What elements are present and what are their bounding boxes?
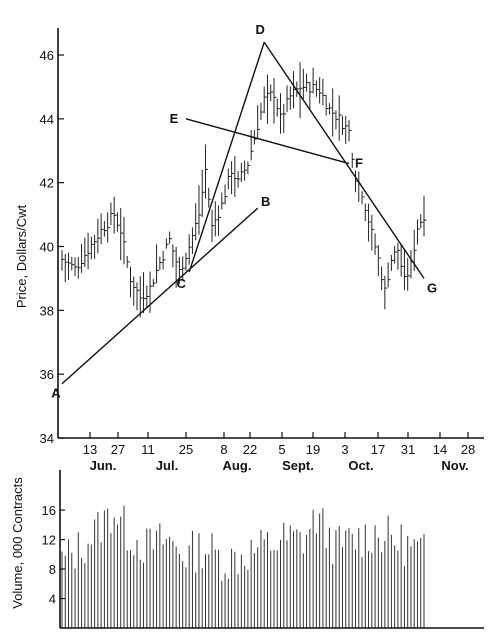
price-x-tick-label: 25: [179, 442, 193, 457]
price-axes: 34 36 38 40 42 44 46 13 27 11 25 8 22 5 19 3 17 31 14 28 Jun…: [14, 28, 484, 473]
price-x-tick-label: 14: [433, 442, 447, 457]
trend-line-DG: [263, 41, 425, 279]
point-labels: A B C D E F G: [51, 22, 437, 401]
price-x-tick-label: 11: [141, 442, 155, 457]
volume-y-tick-label: 16: [42, 503, 56, 518]
price-x-month-label: Aug.: [223, 458, 252, 473]
price-x-tick-label: 28: [461, 442, 475, 457]
volume-y-tick-label: 4: [49, 592, 56, 607]
volume-y-tick-label: 8: [49, 562, 56, 577]
point-label-D: D: [256, 22, 265, 37]
price-x-month-label: Oct.: [348, 458, 373, 473]
price-x-tick-label: 5: [278, 442, 285, 457]
price-bars: [61, 62, 427, 318]
price-y-axis-label: Price, Dollars/Cwt: [14, 204, 29, 308]
volume-y-tick-label: 12: [42, 533, 56, 548]
point-label-F: F: [355, 156, 363, 171]
point-label-B: B: [261, 194, 270, 209]
price-x-month-label: Jun.: [90, 458, 117, 473]
price-x-tick-label: 8: [220, 442, 227, 457]
price-x-tick-label: 13: [83, 442, 97, 457]
price-x-tick-label: 27: [111, 442, 125, 457]
price-y-tick-label: 44: [40, 112, 54, 127]
price-y-tick-label: 42: [40, 176, 54, 191]
volume-bars: [61, 505, 425, 628]
price-y-tick-label: 34: [40, 431, 54, 446]
price-x-tick-label: 19: [306, 442, 320, 457]
volume-axes: 4 8 12 16 Volume, 000 Contracts: [10, 470, 484, 629]
point-label-G: G: [427, 280, 437, 295]
price-x-month-label: Sept.: [282, 458, 314, 473]
point-label-A: A: [51, 386, 61, 401]
price-y-tick-label: 40: [40, 240, 54, 255]
price-y-tick-label: 46: [40, 48, 54, 63]
point-label-E: E: [170, 111, 179, 126]
trend-line-AB: [61, 207, 259, 385]
price-x-tick-label: 17: [371, 442, 385, 457]
price-x-tick-label: 3: [341, 442, 348, 457]
point-label-C: C: [176, 276, 186, 291]
volume-y-axis-label: Volume, 000 Contracts: [10, 477, 25, 609]
price-x-month-label: Jul.: [156, 458, 178, 473]
trend-line-EF: [185, 118, 350, 165]
price-x-month-label: Nov.: [441, 458, 468, 473]
price-y-tick-label: 36: [40, 367, 54, 382]
price-y-tick-label: 38: [40, 303, 54, 318]
trend-lines: [61, 41, 425, 385]
price-x-tick-label: 31: [401, 442, 415, 457]
trend-line-CD: [188, 42, 265, 273]
price-x-tick-label: 22: [243, 442, 257, 457]
